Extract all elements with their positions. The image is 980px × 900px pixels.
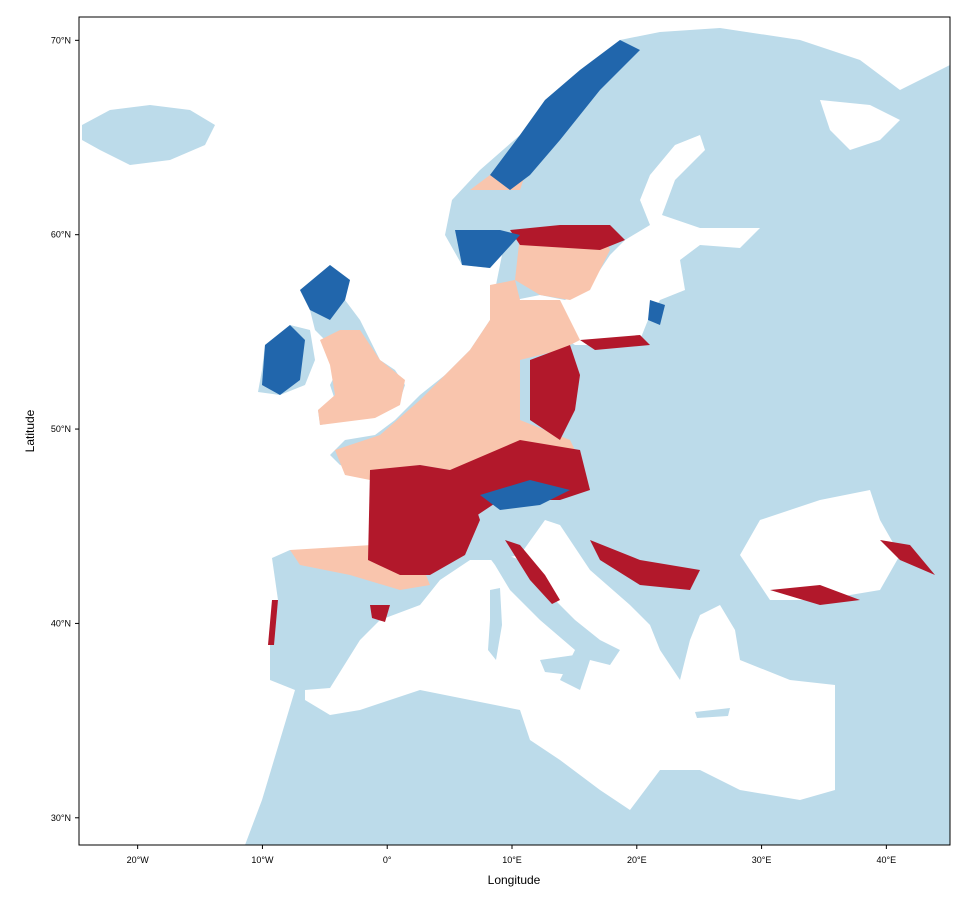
x-tick-label: 20°E	[627, 855, 647, 865]
map	[79, 17, 950, 845]
zone-blue	[300, 265, 350, 320]
iceland	[82, 105, 215, 165]
zone-red	[370, 605, 390, 622]
italy	[480, 545, 620, 690]
baltic-sea	[515, 135, 760, 345]
zone-red	[268, 600, 278, 645]
y-axis-title: Latitude	[23, 409, 37, 452]
white-sea	[820, 100, 900, 150]
x-tick-label: 0°	[383, 855, 392, 865]
zone-red	[450, 440, 590, 520]
x-axis-title: Longitude	[488, 873, 541, 887]
y-tick-label: 30°N	[51, 813, 71, 823]
zone-red	[880, 540, 935, 575]
x-tick-label: 40°E	[877, 855, 897, 865]
zone-red	[590, 540, 700, 590]
x-tick-label: 10°E	[502, 855, 522, 865]
islands	[488, 588, 502, 660]
plot-frame	[78, 16, 951, 846]
zone-red	[530, 345, 580, 440]
x-tick-label: 30°E	[752, 855, 772, 865]
black-sea	[740, 490, 900, 600]
y-tick-label: 40°N	[51, 618, 71, 628]
y-tick-label: 70°N	[51, 35, 71, 45]
sicily	[540, 655, 575, 675]
x-tick-label: 10°W	[251, 855, 274, 865]
atlantic-sea	[79, 17, 950, 845]
zone-red	[770, 585, 860, 605]
zone-blue	[262, 325, 305, 395]
zone-red	[510, 225, 625, 250]
crete	[695, 708, 730, 718]
x-tick-label: 20°W	[127, 855, 150, 865]
zone-blue	[480, 480, 570, 510]
zone-red	[505, 540, 560, 604]
zone-blue	[648, 300, 665, 325]
zone-red	[580, 335, 650, 350]
zone-pink	[318, 330, 405, 425]
y-tick-label: 60°N	[51, 230, 71, 240]
y-tick-label: 50°N	[51, 424, 71, 434]
zone-blue	[455, 230, 520, 268]
zone-blue	[490, 40, 640, 190]
